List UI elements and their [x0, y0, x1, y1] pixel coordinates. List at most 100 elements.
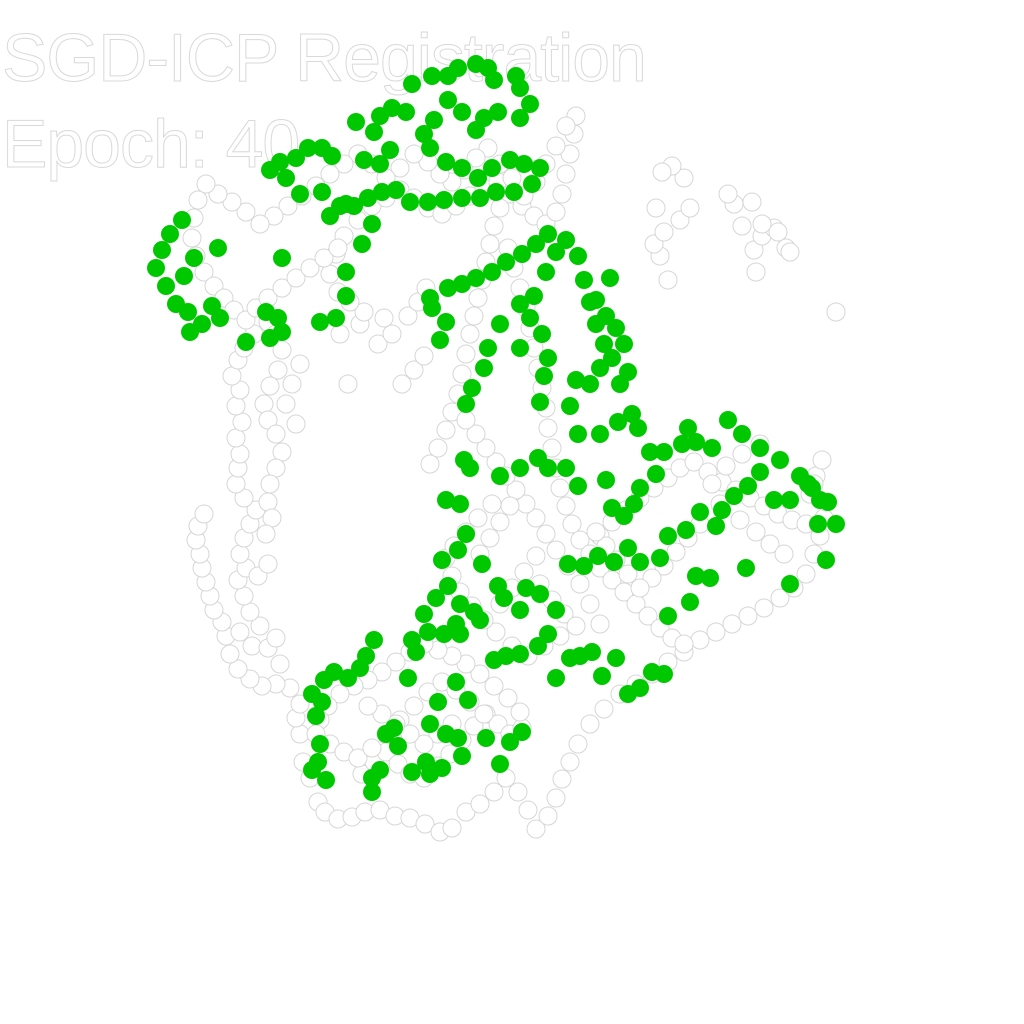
source-point [809, 515, 827, 533]
target-point [684, 452, 704, 472]
target-point [586, 522, 606, 542]
target-point [580, 594, 600, 614]
target-point [228, 659, 248, 679]
source-point [425, 111, 443, 129]
source-point [419, 193, 437, 211]
source-point [427, 589, 445, 607]
target-point [674, 634, 694, 654]
source-point [363, 783, 381, 801]
target-point [460, 324, 480, 344]
source-point [781, 491, 799, 509]
target-point [594, 699, 614, 719]
source-point [291, 185, 309, 203]
source-point [539, 625, 557, 643]
source-point [505, 183, 523, 201]
source-point [359, 189, 377, 207]
source-point [157, 277, 175, 295]
source-point [415, 125, 433, 143]
source-point [447, 673, 465, 691]
source-point [501, 733, 519, 751]
source-point [511, 79, 529, 97]
target-point [466, 424, 486, 444]
target-point [652, 162, 672, 182]
source-point [161, 225, 179, 243]
target-point [222, 366, 242, 386]
source-point [437, 153, 455, 171]
source-point [521, 95, 539, 113]
source-point [523, 175, 541, 193]
source-point [389, 737, 407, 755]
source-point [491, 755, 509, 773]
target-point [256, 524, 276, 544]
target-point [374, 308, 394, 328]
source-point [287, 149, 305, 167]
source-point [701, 569, 719, 587]
source-point [619, 539, 637, 557]
target-point [546, 202, 566, 222]
target-point [680, 198, 700, 218]
source-point [339, 669, 357, 687]
source-point [387, 181, 405, 199]
source-point [463, 379, 481, 397]
target-point [752, 214, 772, 234]
source-point [569, 247, 587, 265]
target-point [466, 148, 486, 168]
source-point [313, 183, 331, 201]
target-point [194, 262, 214, 282]
target-point [230, 444, 250, 464]
source-point [811, 491, 829, 509]
source-point [737, 559, 755, 577]
source-point [525, 287, 543, 305]
source-point [423, 67, 441, 85]
source-point [399, 669, 417, 687]
target-point [404, 360, 424, 380]
source-point [531, 159, 549, 177]
source-point [451, 595, 469, 613]
target-point [240, 602, 260, 622]
target-point [382, 324, 402, 344]
source-point [647, 465, 665, 483]
target-point [220, 644, 240, 664]
source-point [547, 243, 565, 261]
source-point [397, 103, 415, 121]
source-point [371, 761, 389, 779]
source-point [437, 725, 455, 743]
target-point [226, 396, 246, 416]
target-point [474, 704, 494, 724]
target-point [760, 534, 780, 554]
source-point [531, 393, 549, 411]
source-point [211, 309, 229, 327]
source-point [403, 763, 421, 781]
target-point [386, 652, 406, 672]
target-point [476, 438, 496, 458]
source-point [703, 439, 721, 457]
source-point [569, 477, 587, 495]
source-point [435, 625, 453, 643]
source-point [751, 439, 769, 457]
target-point [468, 508, 488, 528]
target-point [276, 394, 296, 414]
target-point [562, 514, 582, 534]
source-point [311, 735, 329, 753]
target-point [414, 734, 434, 754]
source-point [357, 647, 375, 665]
target-point [646, 198, 666, 218]
target-point [260, 474, 280, 494]
target-point [464, 306, 484, 326]
source-point [539, 349, 557, 367]
target-point [272, 278, 292, 298]
target-point [732, 216, 752, 236]
source-point [547, 669, 565, 687]
source-point [583, 643, 601, 661]
source-point [327, 309, 345, 327]
target-point [286, 268, 306, 288]
target-point [702, 474, 722, 494]
source-point [473, 555, 491, 573]
source-point [739, 477, 757, 495]
target-point [362, 738, 382, 758]
source-point [587, 291, 605, 309]
target-point [230, 622, 250, 642]
source-point [511, 601, 529, 619]
source-point [529, 449, 547, 467]
target-point [526, 819, 546, 839]
